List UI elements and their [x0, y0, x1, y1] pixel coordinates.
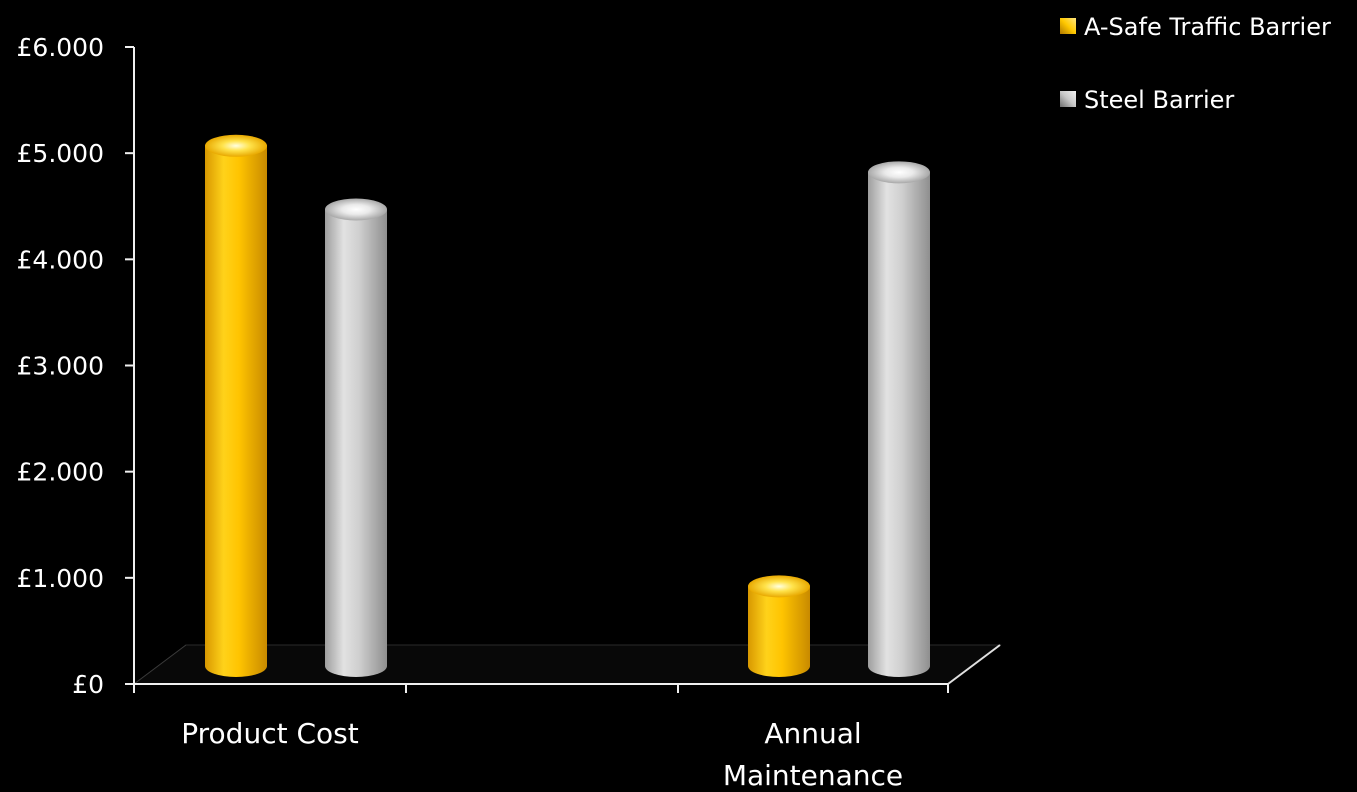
y-tick-label: £1.000 — [17, 564, 104, 593]
bar-top — [868, 161, 930, 184]
legend-item: Steel Barrier — [1060, 86, 1234, 114]
bar-body — [325, 209, 387, 677]
bar-top — [748, 575, 810, 598]
bar-steel-0 — [325, 198, 387, 677]
y-axis-ticks: £0 £1.000 £2.000 £3.000 £4.000 £5.000 £6.000 — [17, 33, 134, 699]
y-tick-label: £4.000 — [17, 245, 104, 274]
bar-body — [205, 145, 267, 677]
bar-a-safe-0 — [205, 134, 267, 677]
category-label: Annual — [764, 717, 861, 750]
legend-item: A-Safe Traffic Barrier — [1060, 13, 1331, 41]
x-axis-ticks — [133, 684, 949, 693]
legend-label: Steel Barrier — [1084, 86, 1234, 114]
legend: A-Safe Traffic Barrier Steel Barrier — [1060, 13, 1331, 114]
bar-steel-1 — [868, 161, 930, 677]
bar-body — [748, 586, 810, 677]
y-tick-label: £3.000 — [17, 352, 104, 381]
floor-right-edge — [947, 644, 1001, 685]
category-label: Product Cost — [181, 717, 358, 750]
bars — [205, 134, 930, 677]
bar-top — [325, 198, 387, 221]
bar-a-safe-1 — [748, 575, 810, 677]
legend-label: A-Safe Traffic Barrier — [1084, 13, 1331, 41]
y-tick-label: £0 — [72, 670, 104, 699]
legend-swatch — [1060, 18, 1076, 34]
category-labels: Product Cost Annual Maintenance — [181, 717, 903, 792]
bar-top — [205, 134, 267, 157]
y-tick-label: £2.000 — [17, 458, 104, 487]
bar-body — [868, 172, 930, 677]
y-tick-label: £5.000 — [17, 139, 104, 168]
category-label: Maintenance — [723, 759, 903, 792]
y-tick-label: £6.000 — [17, 33, 104, 62]
legend-swatch — [1060, 91, 1076, 107]
